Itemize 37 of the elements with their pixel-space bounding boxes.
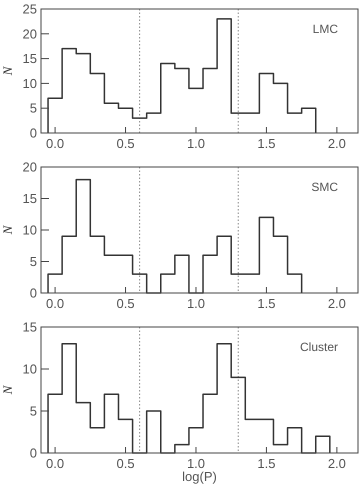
annotation: SMC (311, 180, 338, 194)
y-tick-label: 15 (22, 320, 37, 334)
y-tick-label: 0 (30, 446, 37, 460)
annotation: Cluster (300, 340, 338, 354)
x-tick-label: 0.0 (46, 296, 64, 311)
y-axis-title: N (0, 65, 15, 76)
y-tick-label: 10 (22, 76, 37, 91)
x-tick-label: 1.5 (257, 136, 276, 151)
x-axis-title: log(P) (182, 469, 217, 484)
y-tick-label: 20 (22, 26, 37, 42)
y-tick-label: 25 (22, 2, 37, 16)
y-tick-label: 5 (30, 100, 37, 116)
x-tick-label: 1.0 (186, 456, 206, 471)
y-tick-label: 15 (22, 51, 37, 66)
y-axis-title: N (0, 224, 15, 236)
y-tick-label: 15 (22, 191, 37, 206)
y-tick-label: 10 (22, 362, 37, 376)
x-tick-label: 2.0 (328, 296, 346, 311)
x-tick-label: 0.5 (116, 136, 135, 151)
y-tick-label: 10 (22, 222, 37, 238)
y-tick-label: 0 (30, 126, 37, 140)
x-tick-label: 0.5 (116, 296, 135, 311)
x-tick-label: 0.0 (46, 456, 64, 471)
x-tick-label: 1.0 (186, 296, 206, 311)
x-tick-label: 2.0 (328, 136, 346, 151)
annotation: LMC (312, 22, 338, 36)
x-tick-label: 1.0 (186, 136, 206, 151)
y-axis-title: N (0, 384, 15, 396)
y-tick-label: 5 (30, 404, 37, 418)
x-tick-label: 2.0 (328, 456, 346, 471)
x-tick-label: 0.5 (116, 456, 135, 471)
x-tick-label: 1.5 (257, 456, 276, 471)
x-tick-label: 0.0 (46, 136, 64, 151)
y-tick-label: 5 (30, 254, 37, 269)
x-tick-label: 1.5 (257, 296, 276, 311)
y-tick-label: 0 (30, 286, 37, 300)
y-tick-label: 20 (22, 160, 37, 174)
